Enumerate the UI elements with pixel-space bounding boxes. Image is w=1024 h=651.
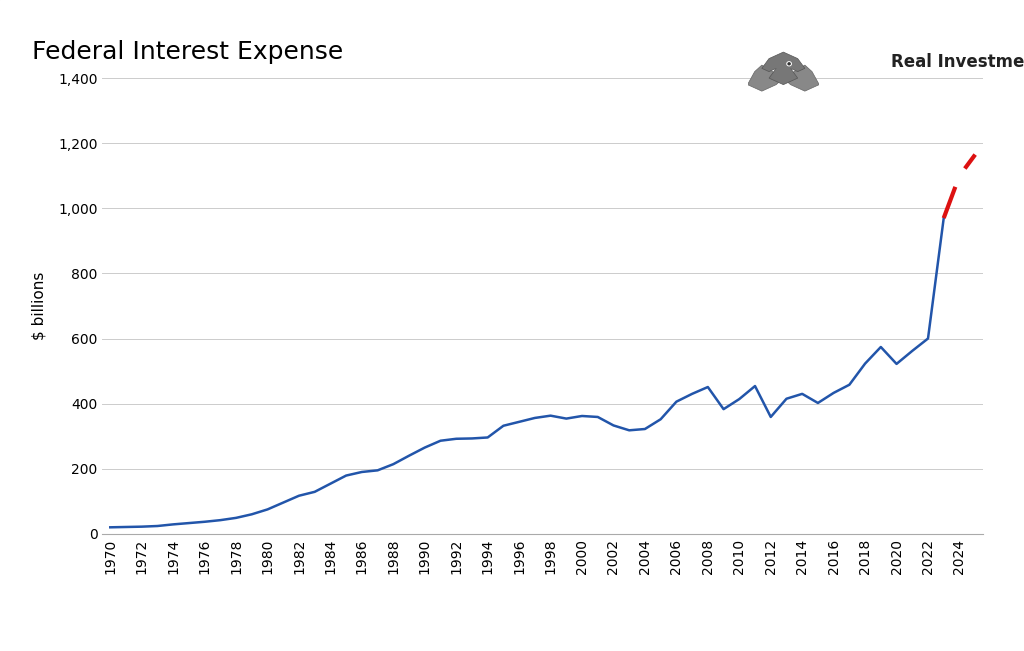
Text: Federal Interest Expense: Federal Interest Expense xyxy=(32,40,343,64)
Polygon shape xyxy=(762,52,805,85)
Y-axis label: $ billions: $ billions xyxy=(32,271,47,340)
Circle shape xyxy=(787,62,792,66)
Polygon shape xyxy=(748,65,783,91)
Text: Real Investment Advice: Real Investment Advice xyxy=(891,53,1024,71)
Circle shape xyxy=(788,63,791,65)
Polygon shape xyxy=(783,65,819,91)
